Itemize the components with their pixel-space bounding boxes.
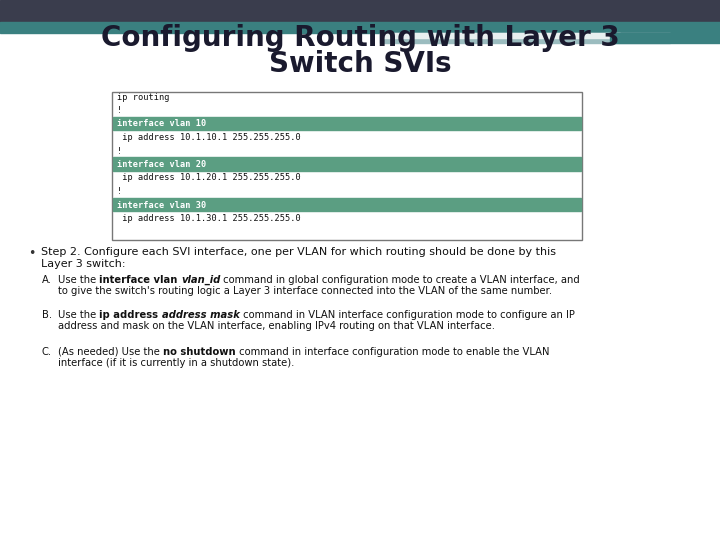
Text: (As needed) Use the: (As needed) Use the: [58, 347, 163, 357]
Text: interface vlan 20: interface vlan 20: [117, 160, 206, 169]
Bar: [113, 198, 581, 211]
Text: interface vlan: interface vlan: [99, 275, 181, 285]
Text: Switch SVIs: Switch SVIs: [269, 50, 451, 78]
Text: to give the switch's routing logic a Layer 3 interface connected into the VLAN o: to give the switch's routing logic a Lay…: [58, 286, 552, 296]
Bar: [0, 22, 720, 33]
Text: ip address 10.1.30.1 255.255.255.0: ip address 10.1.30.1 255.255.255.0: [117, 214, 301, 223]
Text: •: •: [28, 247, 35, 260]
Bar: [380, 33, 670, 43]
Text: interface vlan 30: interface vlan 30: [117, 200, 206, 210]
Text: !: !: [117, 187, 122, 196]
Text: command in interface configuration mode to enable the VLAN: command in interface configuration mode …: [235, 347, 549, 357]
Bar: [0, 0, 720, 22]
Text: Use the: Use the: [58, 275, 99, 285]
Bar: [113, 157, 581, 171]
Text: command in global configuration mode to create a VLAN interface, and: command in global configuration mode to …: [220, 275, 580, 285]
Text: Step 2. Configure each SVI interface, one per VLAN for which routing should be d: Step 2. Configure each SVI interface, on…: [41, 247, 556, 257]
Text: ip routing: ip routing: [117, 92, 169, 102]
Text: no shutdown: no shutdown: [163, 347, 235, 357]
Text: ip address 10.1.20.1 255.255.255.0: ip address 10.1.20.1 255.255.255.0: [117, 173, 301, 183]
Bar: [380, 33, 620, 38]
Text: interface (if it is currently in a shutdown state).: interface (if it is currently in a shutd…: [58, 358, 294, 368]
Text: Use the: Use the: [58, 310, 99, 320]
Text: address and mask on the VLAN interface, enabling IPv4 routing on that VLAN inter: address and mask on the VLAN interface, …: [58, 321, 495, 331]
Text: ip address: ip address: [99, 310, 162, 320]
Text: ip address 10.1.10.1 255.255.255.0: ip address 10.1.10.1 255.255.255.0: [117, 133, 301, 142]
FancyBboxPatch shape: [112, 92, 582, 240]
Text: B.: B.: [42, 310, 52, 320]
Text: interface vlan 10: interface vlan 10: [117, 119, 206, 129]
Text: !: !: [117, 106, 122, 115]
Text: C.: C.: [42, 347, 52, 357]
Bar: [610, 33, 720, 43]
Text: Configuring Routing with Layer 3: Configuring Routing with Layer 3: [101, 24, 619, 52]
Text: Layer 3 switch:: Layer 3 switch:: [41, 259, 125, 269]
Text: !: !: [117, 146, 122, 156]
Bar: [113, 117, 581, 130]
Text: vlan_id: vlan_id: [181, 275, 220, 285]
Text: A.: A.: [42, 275, 52, 285]
Text: command in VLAN interface configuration mode to configure an IP: command in VLAN interface configuration …: [240, 310, 575, 320]
Text: address mask: address mask: [162, 310, 240, 320]
